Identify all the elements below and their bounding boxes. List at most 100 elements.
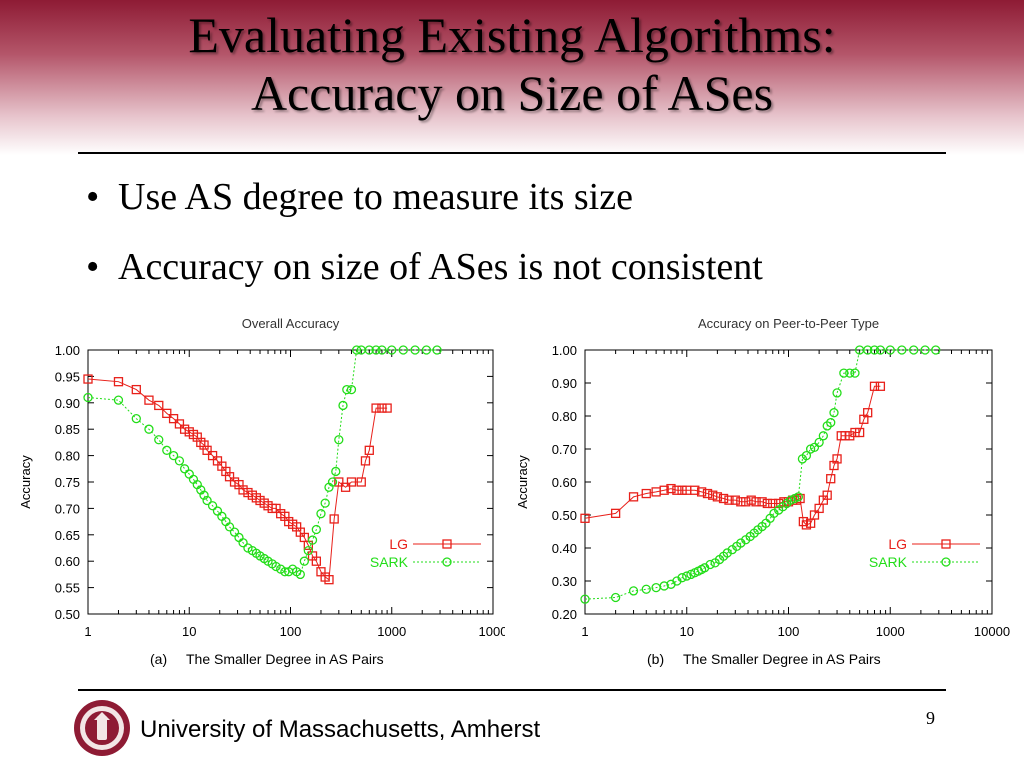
y-tick-label: 1.00 — [55, 343, 80, 358]
data-point-sark — [398, 345, 408, 355]
x-tick-label: 1000 — [876, 624, 905, 639]
data-point-lg — [329, 514, 339, 524]
data-point-lg — [690, 485, 700, 495]
data-point-lg — [795, 493, 805, 504]
data-point-lg — [718, 493, 729, 504]
y-tick-label: 0.65 — [55, 528, 80, 543]
data-point-lg — [202, 445, 212, 455]
data-point-lg — [875, 381, 886, 391]
data-point-lg — [377, 403, 387, 413]
data-point-sark — [829, 408, 839, 418]
data-point-sark — [682, 571, 692, 581]
data-point-sark — [234, 532, 244, 543]
data-point-lg — [724, 495, 734, 505]
data-point-lg — [832, 454, 842, 464]
data-point-lg — [829, 460, 839, 471]
footer-university: University of Massachusetts, Amherst — [140, 716, 541, 743]
panel-label: (b) — [647, 651, 664, 667]
data-point-lg — [746, 495, 756, 505]
data-point-lg — [863, 408, 873, 418]
data-point-sark — [346, 384, 357, 395]
y-tick-label: 0.80 — [55, 449, 80, 464]
x-tick-label: 10 — [680, 624, 694, 639]
data-point-lg — [826, 474, 836, 484]
legend-marker-circle — [941, 557, 951, 567]
x-axis-label: The Smaller Degree in AS Pairs — [683, 651, 881, 667]
legend-label-sark: SARK — [370, 554, 409, 570]
y-tick-label: 0.80 — [552, 409, 577, 424]
data-point-sark — [202, 495, 212, 506]
footer-divider — [78, 689, 946, 691]
x-tick-label: 10000 — [974, 624, 1010, 639]
data-point-sark — [832, 388, 842, 398]
data-point-lg — [196, 437, 206, 448]
y-tick-label: 0.50 — [55, 607, 80, 622]
data-point-sark — [931, 345, 941, 355]
data-point-lg — [741, 497, 751, 507]
data-point-sark — [377, 345, 387, 355]
data-point-lg — [610, 508, 621, 519]
y-tick-label: 0.95 — [55, 369, 80, 384]
y-tick-label: 0.55 — [55, 581, 80, 596]
y-tick-label: 0.75 — [55, 475, 80, 490]
x-axis-label: The Smaller Degree in AS Pairs — [186, 651, 384, 667]
data-point-sark — [845, 368, 855, 378]
chart-title: Overall Accuracy — [242, 316, 340, 331]
data-point-lg — [154, 400, 164, 411]
y-axis-label: Accuracy — [18, 455, 33, 509]
legend-label-lg: LG — [888, 536, 907, 552]
data-point-sark — [207, 501, 218, 511]
data-point-sark — [371, 345, 381, 355]
x-tick-label: 1 — [581, 624, 588, 639]
data-point-lg — [854, 427, 865, 438]
data-point-sark — [869, 345, 880, 355]
legend-label-sark: SARK — [869, 554, 908, 570]
data-point-sark — [113, 395, 124, 405]
data-point-sark — [334, 435, 344, 445]
data-point-lg — [850, 427, 860, 438]
title-line-2: Accuracy on Size of ASes — [250, 65, 774, 121]
data-point-sark — [271, 561, 281, 572]
data-point-sark — [154, 435, 164, 445]
y-tick-label: 1.00 — [552, 343, 577, 358]
data-point-sark — [238, 538, 248, 548]
data-point-lg — [757, 497, 767, 507]
y-tick-label: 0.70 — [552, 442, 577, 457]
data-point-lg — [356, 477, 366, 487]
y-tick-label: 0.90 — [552, 376, 577, 391]
y-tick-label: 0.60 — [552, 475, 577, 490]
data-point-sark — [793, 492, 804, 502]
data-point-sark — [303, 545, 313, 556]
y-tick-label: 0.50 — [552, 508, 577, 523]
plot-frame — [584, 349, 993, 615]
data-point-lg — [346, 477, 357, 487]
data-point-sark — [677, 573, 687, 583]
data-point-lg — [641, 488, 651, 499]
data-point-sark — [814, 437, 824, 448]
page-number: 9 — [926, 708, 935, 728]
data-point-lg — [869, 381, 880, 391]
y-axis-label: Accuracy — [515, 455, 530, 509]
chart-title: Accuracy on Peer-to-Peer Type — [698, 316, 879, 331]
data-point-lg — [809, 510, 820, 520]
x-tick-label: 1000 — [377, 624, 406, 639]
data-point-sark — [224, 522, 235, 532]
data-point-sark — [920, 345, 930, 355]
data-point-sark — [909, 345, 919, 355]
data-point-sark — [769, 508, 779, 519]
data-point-lg — [751, 497, 761, 507]
data-point-lg — [762, 498, 773, 509]
data-point-sark — [801, 450, 812, 461]
data-point-sark — [316, 509, 326, 519]
data-point-lg — [168, 413, 179, 424]
data-point-sark — [307, 535, 318, 545]
data-point-sark — [338, 400, 348, 411]
data-point-lg — [768, 498, 778, 509]
data-point-sark — [229, 527, 240, 537]
data-point-lg — [238, 485, 248, 495]
data-point-sark — [83, 392, 93, 403]
data-point-lg — [580, 513, 590, 523]
legend-marker-square — [442, 539, 452, 549]
data-point-lg — [840, 431, 850, 441]
data-point-sark — [295, 569, 305, 580]
